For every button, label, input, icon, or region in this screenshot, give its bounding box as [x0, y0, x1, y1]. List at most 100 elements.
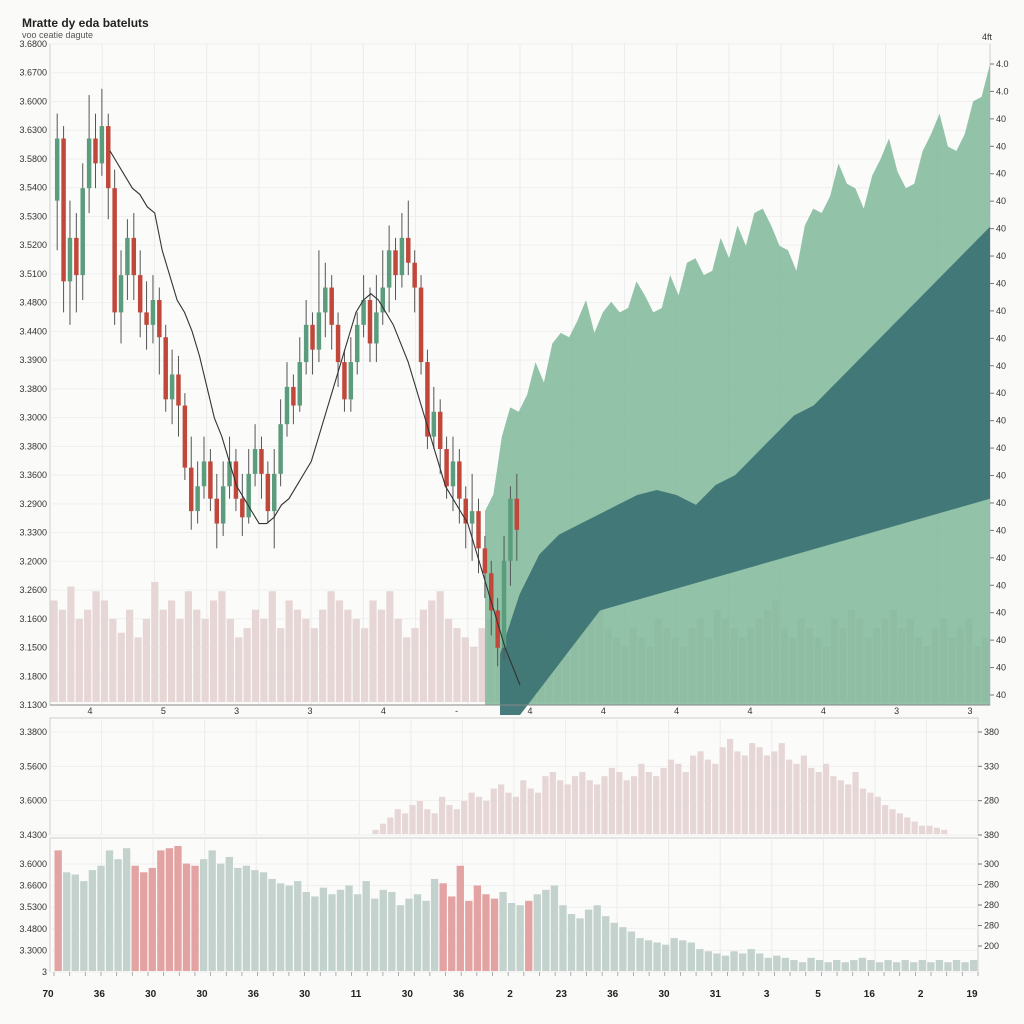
candle-body — [310, 324, 315, 350]
candle-body — [106, 126, 111, 189]
x-tick-label: 30 — [196, 989, 208, 1000]
candle-body — [240, 498, 245, 518]
candle-body — [412, 262, 417, 288]
main-volume-bar — [201, 618, 209, 702]
x-tick-label: 30 — [402, 989, 414, 1000]
middle-volume-bar — [941, 829, 948, 834]
bottom-volume-bar — [696, 949, 704, 971]
middle-volume-bar — [475, 796, 483, 834]
middle-volume-bar — [719, 747, 726, 834]
main-right-tick: 40 — [996, 333, 1006, 343]
main-right-tick: 40 — [996, 306, 1006, 316]
bottom-right-tick: 280 — [984, 900, 999, 910]
candle-body — [418, 287, 424, 363]
x-tick-label: 19 — [966, 989, 978, 1000]
bottom-volume-bar — [833, 960, 841, 971]
middle-volume-bar — [520, 780, 527, 834]
bottom-volume-bar — [302, 892, 310, 971]
main-volume-bar — [193, 609, 201, 702]
candle-body — [329, 287, 334, 325]
candle-body — [137, 275, 143, 313]
bottom-volume-bar — [713, 953, 721, 971]
bottom-volume-bar — [644, 940, 653, 971]
candle-body — [278, 424, 283, 474]
bottom-volume-bar — [747, 949, 755, 971]
main-volume-bar — [67, 586, 75, 702]
bottom-volume-bar — [328, 894, 336, 971]
candle-body — [214, 498, 220, 524]
candle-body — [227, 461, 232, 487]
middle-volume-bar — [616, 772, 623, 834]
candle-body — [367, 299, 373, 344]
main-volume-bar — [117, 632, 125, 702]
candle-body — [208, 461, 213, 499]
bottom-volume-bar — [294, 881, 302, 971]
main-volume-bar — [285, 600, 293, 702]
middle-volume-bar — [512, 796, 519, 834]
main-right-tick: 40 — [996, 635, 1006, 645]
middle-volume-bar — [601, 776, 608, 834]
main-right-tick: 40 — [996, 525, 1006, 535]
main-inner-tick: 3 — [894, 706, 899, 716]
middle-volume-bar — [416, 800, 423, 834]
bottom-volume-bar — [867, 960, 875, 971]
main-left-tick: 3.5800 — [19, 154, 47, 164]
bottom-volume-bar — [935, 960, 944, 971]
bottom-left-tick: 3.6600 — [19, 881, 47, 891]
bottom-volume-bar — [815, 960, 824, 971]
x-tick-label: 36 — [248, 989, 260, 1000]
middle-volume-bar — [845, 784, 852, 834]
main-volume-bar — [377, 609, 386, 702]
middle-volume-bar — [542, 776, 549, 834]
main-right-tick: 40 — [996, 141, 1006, 151]
bottom-volume-bar — [858, 957, 867, 971]
x-tick-label: 36 — [607, 989, 619, 1000]
main-inner-tick: 4 — [747, 706, 752, 716]
middle-volume-bar — [645, 772, 652, 834]
bottom-volume-panel: 3.6000 3.6600 3.5300 3.4800 3.3000 3 300 280 280… — [19, 837, 999, 1000]
bottom-volume-bar — [140, 872, 148, 971]
bottom-volume-bar — [490, 898, 499, 971]
main-volume-bar — [209, 600, 218, 702]
bottom-volume-bar — [371, 898, 379, 971]
main-volume-bar — [310, 628, 318, 702]
middle-volume-bar — [933, 827, 940, 834]
main-volume-bar — [293, 609, 302, 702]
main-volume-bar — [176, 618, 184, 702]
bottom-volume-bar — [525, 900, 533, 971]
main-inner-tick: 5 — [161, 706, 166, 716]
main-volume-bar — [478, 628, 486, 702]
x-tick-label: 2 — [918, 989, 924, 1000]
middle-volume-bar — [549, 772, 556, 834]
candle-body — [125, 237, 130, 276]
bottom-volume-bar — [507, 903, 516, 971]
bottom-volume-bar — [157, 850, 165, 971]
main-right-tick: 40 — [996, 361, 1006, 371]
main-inner-tick: 3 — [234, 706, 239, 716]
main-price-panel: 3.6800 3.6700 3.6000 3.6300 3.5800 3.5400 3.53… — [19, 32, 1008, 716]
bottom-volume-bar — [661, 944, 670, 971]
middle-volume-bar — [453, 809, 460, 834]
main-left-tick: 3.6700 — [19, 68, 47, 78]
middle-volume-bar — [800, 755, 807, 834]
middle-volume-bar — [926, 825, 933, 834]
main-left-tick: 3.5200 — [19, 240, 47, 250]
middle-volume-bar — [830, 776, 837, 834]
bottom-volume-bar — [927, 962, 935, 971]
candle-body — [74, 237, 79, 276]
bottom-volume-bar — [388, 892, 396, 971]
bottom-volume-bar — [208, 850, 216, 971]
bottom-volume-bar — [781, 957, 790, 971]
bottom-volume-bar — [251, 870, 259, 971]
middle-right-tick: 280 — [984, 796, 999, 806]
bottom-right-tick: 200 — [984, 941, 999, 951]
bottom-volume-bar — [105, 850, 114, 971]
bottom-volume-bar — [567, 913, 576, 971]
candle-body — [189, 467, 194, 512]
main-left-tick: 3.1600 — [19, 614, 47, 624]
middle-volume-bar — [911, 821, 918, 834]
bottom-volume-bar — [807, 957, 815, 971]
candle-body — [163, 337, 168, 400]
main-left-tick: 3.2900 — [19, 499, 47, 509]
bottom-volume-bar — [80, 881, 88, 971]
